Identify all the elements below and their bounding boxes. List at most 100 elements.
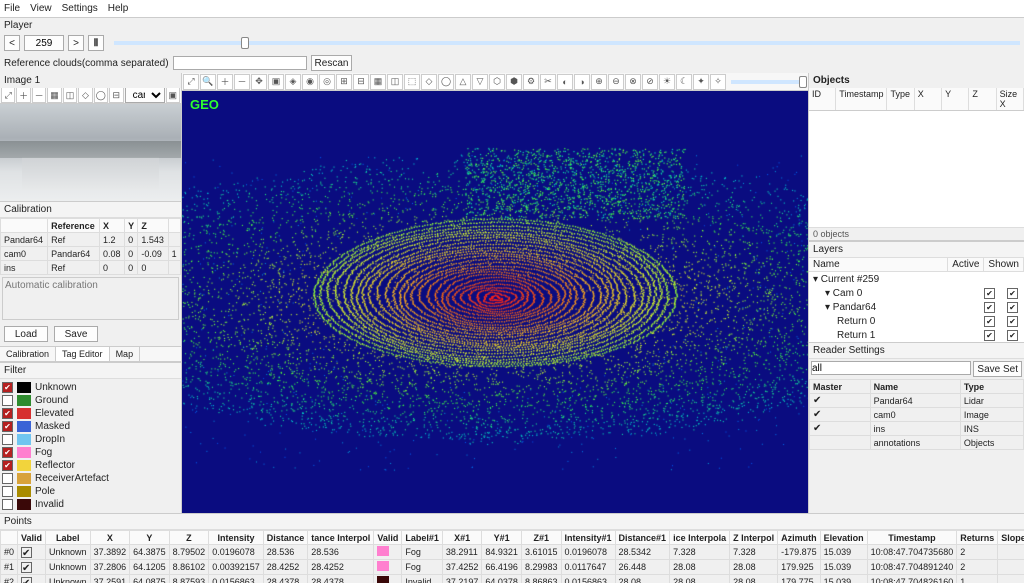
objects-col[interactable]: Y (942, 88, 969, 110)
menu-view[interactable]: View (30, 3, 52, 14)
viewer-tool-icon[interactable]: ⊕ (591, 74, 607, 90)
tool-icon[interactable]: ⊟ (109, 88, 123, 103)
viewer-tool-icon[interactable]: ⬢ (506, 74, 522, 90)
filter-row[interactable]: ✔Unknown (2, 381, 179, 394)
layers-checkbox[interactable]: ✔ (1007, 330, 1018, 341)
tool-icon[interactable]: ◯ (94, 88, 108, 103)
layers-row[interactable]: ▾ Pandar64✔✔ (809, 300, 1024, 314)
viewer-tool-icon[interactable]: ⬡ (489, 74, 505, 90)
ref-rescan-button[interactable]: Rescan (311, 55, 353, 71)
filter-checkbox[interactable] (2, 499, 13, 510)
objects-col[interactable]: ID (809, 88, 836, 110)
menu-file[interactable]: File (4, 3, 20, 14)
reader-row[interactable]: ✔Pandar64Lidar (810, 394, 1024, 408)
filter-checkbox[interactable]: ✔ (2, 408, 13, 419)
filter-row[interactable]: DropIn (2, 433, 179, 446)
points-row[interactable]: #2✔Unknown37.259164.08758.875930.0156863… (1, 575, 1024, 583)
objects-col[interactable]: Type (887, 88, 914, 110)
viewer-tool-icon[interactable]: ⊖ (608, 74, 624, 90)
filter-row[interactable]: Invalid (2, 498, 179, 511)
image-cam-select[interactable]: cam0 (125, 88, 165, 103)
reader-checkbox[interactable]: ✔ (813, 423, 821, 434)
viewer-tool-icon[interactable]: ◑ (574, 74, 590, 90)
viewer-tool-icon[interactable]: ⤢ (183, 74, 199, 90)
objects-col[interactable]: Z (969, 88, 996, 110)
tool-icon[interactable]: ⤢ (1, 88, 15, 103)
viewer-tool-icon[interactable]: ⊞ (336, 74, 352, 90)
viewer-tool-icon[interactable]: ◉ (302, 74, 318, 90)
layers-checkbox[interactable]: ✔ (984, 288, 995, 299)
layers-checkbox[interactable]: ✔ (1007, 302, 1018, 313)
filter-checkbox[interactable]: ✔ (2, 460, 13, 471)
viewer-tool-icon[interactable]: － (234, 74, 250, 90)
layers-checkbox[interactable]: ✔ (984, 330, 995, 341)
filter-checkbox[interactable]: ✔ (2, 421, 13, 432)
viewer-tool-icon[interactable]: 🔍 (200, 74, 216, 90)
menu-help[interactable]: Help (108, 3, 129, 14)
viewer-tool-icon[interactable]: ⊟ (353, 74, 369, 90)
layers-row[interactable]: Return 0✔✔ (809, 314, 1024, 328)
filter-checkbox[interactable] (2, 486, 13, 497)
filter-checkbox[interactable] (2, 473, 13, 484)
filter-row[interactable]: ReceiverArtefact (2, 472, 179, 485)
viewer-tool-icon[interactable]: △ (455, 74, 471, 90)
viewer-tool-icon[interactable]: ✥ (251, 74, 267, 90)
viewer-tool-icon[interactable]: ⊘ (642, 74, 658, 90)
viewer-tool-icon[interactable]: ▦ (370, 74, 386, 90)
save-button[interactable]: Save (54, 326, 98, 342)
layers-checkbox[interactable]: ✔ (1007, 316, 1018, 327)
filter-checkbox[interactable]: ✔ (2, 382, 13, 393)
viewer-tool-icon[interactable]: ▽ (472, 74, 488, 90)
lidar-viewer[interactable]: GEO (182, 91, 808, 513)
viewer-slider[interactable] (731, 80, 807, 84)
layers-checkbox[interactable]: ✔ (984, 316, 995, 327)
load-button[interactable]: Load (4, 326, 48, 342)
objects-col[interactable]: X (915, 88, 942, 110)
filter-row[interactable]: ✔Elevated (2, 407, 179, 420)
player-frame-input[interactable] (24, 35, 64, 51)
filter-row[interactable]: ✔Masked (2, 420, 179, 433)
ref-input[interactable] (173, 56, 307, 70)
menu-settings[interactable]: Settings (62, 3, 98, 14)
viewer-tool-icon[interactable]: ⬚ (404, 74, 420, 90)
viewer-tool-icon[interactable]: ⊗ (625, 74, 641, 90)
reader-row[interactable]: annotationsObjects (810, 436, 1024, 450)
reader-row[interactable]: ✔insINS (810, 422, 1024, 436)
viewer-tool-icon[interactable]: ⚙ (523, 74, 539, 90)
points-row[interactable]: #1✔Unknown37.280664.12058.861020.0039215… (1, 560, 1024, 575)
viewer-tool-icon[interactable]: ◫ (387, 74, 403, 90)
reader-checkbox[interactable]: ✔ (813, 395, 821, 406)
filter-row[interactable]: ✔Fog (2, 446, 179, 459)
viewer-tool-icon[interactable]: ◇ (421, 74, 437, 90)
objects-col[interactable]: Size X (997, 88, 1024, 110)
reader-checkbox[interactable]: ✔ (813, 409, 821, 420)
points-row[interactable]: #0✔Unknown37.389264.38758.795020.0196078… (1, 545, 1024, 560)
reader-row[interactable]: ✔cam0Image (810, 408, 1024, 422)
layers-checkbox[interactable]: ✔ (984, 302, 995, 313)
viewer-tool-icon[interactable]: ✂ (540, 74, 556, 90)
viewer-tool-icon[interactable]: ☾ (676, 74, 692, 90)
calibration-tab[interactable]: Tag Editor (56, 347, 110, 361)
viewer-tool-icon[interactable]: ☀ (659, 74, 675, 90)
reader-save-button[interactable]: Save Set (973, 361, 1022, 377)
calibration-tab[interactable]: Calibration (0, 347, 56, 361)
viewer-tool-icon[interactable]: ✧ (710, 74, 726, 90)
viewer-tool-icon[interactable]: ◯ (438, 74, 454, 90)
layers-row[interactable]: Return 1✔✔ (809, 328, 1024, 342)
layers-row[interactable]: ▾ Current #259 (809, 272, 1024, 286)
viewer-tool-icon[interactable]: ◐ (557, 74, 573, 90)
player-slider[interactable] (114, 41, 1020, 45)
layers-row[interactable]: ▾ Cam 0✔✔ (809, 286, 1024, 300)
viewer-tool-icon[interactable]: ▣ (268, 74, 284, 90)
objects-col[interactable]: Timestamp (836, 88, 887, 110)
viewer-tool-icon[interactable]: ◎ (319, 74, 335, 90)
filter-row[interactable]: Ground (2, 394, 179, 407)
player-prev-button[interactable]: < (4, 35, 20, 51)
viewer-tool-icon[interactable]: ◈ (285, 74, 301, 90)
filter-row[interactable]: ✔Reflector (2, 459, 179, 472)
player-pause-button[interactable]: Ⅱ (88, 35, 104, 51)
viewer-tool-icon[interactable]: ✦ (693, 74, 709, 90)
player-next-button[interactable]: > (68, 35, 84, 51)
tool-icon[interactable]: ◫ (63, 88, 77, 103)
filter-row[interactable]: Pole (2, 485, 179, 498)
